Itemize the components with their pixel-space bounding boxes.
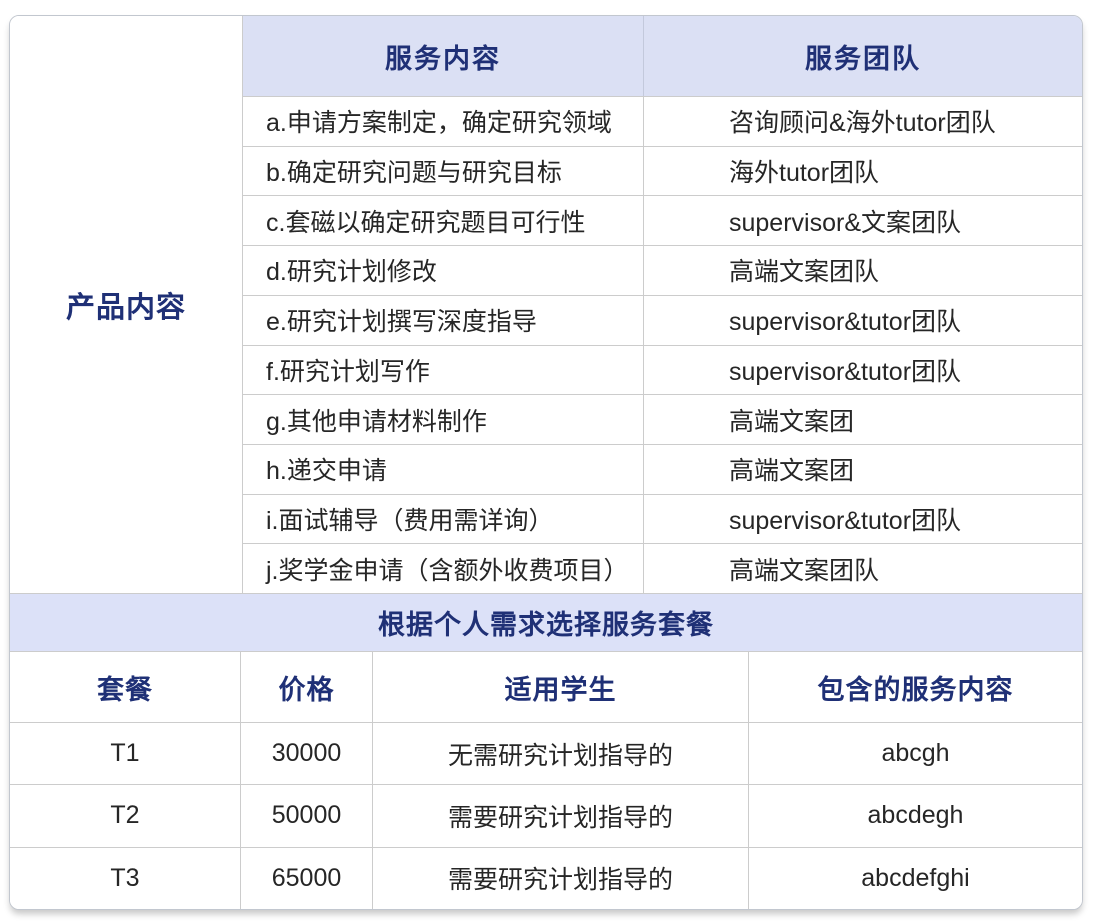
package-selection-banner-title: 根据个人需求选择服务套餐 xyxy=(378,610,714,640)
service-cell: e.研究计划撰写深度指导 xyxy=(243,295,644,345)
service-row-i: i.面试辅导（费用需详询） supervisor&tutor团队 xyxy=(243,493,1082,544)
students-cell: 无需研究计划指导的 xyxy=(373,723,749,785)
service-columns: 服务内容 服务团队 a.申请方案制定，确定研究领域 咨询顾问&海外tutor团队… xyxy=(243,16,1082,594)
includes-cell: abcgh xyxy=(881,739,950,768)
service-cell: i.面试辅导（费用需详询） xyxy=(243,494,644,544)
service-row-c: c.套磁以确定研究题目可行性 supervisor&文案团队 xyxy=(243,195,1082,246)
service-cell: b.确定研究问题与研究目标 xyxy=(243,146,644,196)
service-row-e: e.研究计划撰写深度指导 supervisor&tutor团队 xyxy=(243,294,1082,345)
team-cell: 高端文案团队 xyxy=(729,556,880,585)
service-cell: f.研究计划写作 xyxy=(243,345,644,395)
service-row-b: b.确定研究问题与研究目标 海外tutor团队 xyxy=(243,145,1082,196)
product-content-section: 产品内容 服务内容 服务团队 a.申请方案制定，确定研究领域 咨询顾问&海外tu… xyxy=(10,16,1082,594)
students-column-header: 适用学生 xyxy=(373,652,749,722)
package-name-cell: T2 xyxy=(10,785,241,847)
service-row-j: j.奖学金申请（含额外收费项目） 高端文案团队 xyxy=(243,543,1082,594)
team-cell: supervisor&tutor团队 xyxy=(729,357,962,386)
service-row-a: a.申请方案制定，确定研究领域 咨询顾问&海外tutor团队 xyxy=(243,96,1082,146)
package-table-body: T1 30000 无需研究计划指导的 abcgh T2 50000 需要研究计划… xyxy=(10,722,1082,909)
service-cell: h.递交申请 xyxy=(243,444,644,494)
service-cell: j.奖学金申请（含额外收费项目） xyxy=(243,544,644,594)
service-team-column-header: 服务团队 xyxy=(805,43,921,74)
students-cell: 需要研究计划指导的 xyxy=(373,847,749,909)
service-row-g: g.其他申请材料制作 高端文案团 xyxy=(243,394,1082,444)
package-row-t1: T1 30000 无需研究计划指导的 abcgh xyxy=(10,722,1082,785)
product-content-label: 产品内容 xyxy=(65,291,186,324)
service-cell: a.申请方案制定，确定研究领域 xyxy=(243,97,644,146)
package-name-cell: T3 xyxy=(10,847,241,909)
service-row-f: f.研究计划写作 supervisor&tutor团队 xyxy=(243,344,1082,395)
service-table-header-row: 服务内容 服务团队 xyxy=(243,16,1082,96)
team-cell: supervisor&文案团队 xyxy=(729,208,961,237)
service-row-h: h.递交申请 高端文案团 xyxy=(243,443,1082,494)
price-cell: 65000 xyxy=(241,847,373,909)
students-cell: 需要研究计划指导的 xyxy=(373,785,749,847)
team-cell: supervisor&tutor团队 xyxy=(729,506,962,535)
service-row-d: d.研究计划修改 高端文案团队 xyxy=(243,245,1082,295)
package-row-t3: T3 65000 需要研究计划指导的 abcdefghi xyxy=(10,846,1082,909)
product-content-merged-cell: 产品内容 xyxy=(10,16,243,593)
service-cell: c.套磁以确定研究题目可行性 xyxy=(243,196,644,246)
package-column-header: 套餐 xyxy=(10,652,241,722)
team-cell: supervisor&tutor团队 xyxy=(729,308,962,337)
team-cell: 咨询顾问&海外tutor团队 xyxy=(729,109,996,138)
service-pricing-table: 产品内容 服务内容 服务团队 a.申请方案制定，确定研究领域 咨询顾问&海外tu… xyxy=(9,15,1083,910)
price-column-header: 价格 xyxy=(241,652,373,722)
price-cell: 30000 xyxy=(241,723,373,785)
service-cell: g.其他申请材料制作 xyxy=(243,395,644,444)
includes-column-header: 包含的服务内容 xyxy=(817,674,1014,705)
package-table-header-row: 套餐 价格 适用学生 包含的服务内容 xyxy=(10,651,1082,722)
includes-cell: abcdefghi xyxy=(861,863,970,892)
team-cell: 海外tutor团队 xyxy=(729,159,880,188)
team-cell: 高端文案团 xyxy=(729,457,855,486)
price-cell: 50000 xyxy=(241,785,373,847)
service-content-column-header: 服务内容 xyxy=(243,16,644,96)
package-selection-banner: 根据个人需求选择服务套餐 xyxy=(10,593,1082,651)
service-cell: d.研究计划修改 xyxy=(243,246,644,295)
includes-cell: abcdegh xyxy=(867,801,964,830)
team-cell: 高端文案团队 xyxy=(729,258,880,287)
package-row-t2: T2 50000 需要研究计划指导的 abcdegh xyxy=(10,784,1082,847)
package-name-cell: T1 xyxy=(10,723,241,785)
team-cell: 高端文案团 xyxy=(729,407,855,436)
